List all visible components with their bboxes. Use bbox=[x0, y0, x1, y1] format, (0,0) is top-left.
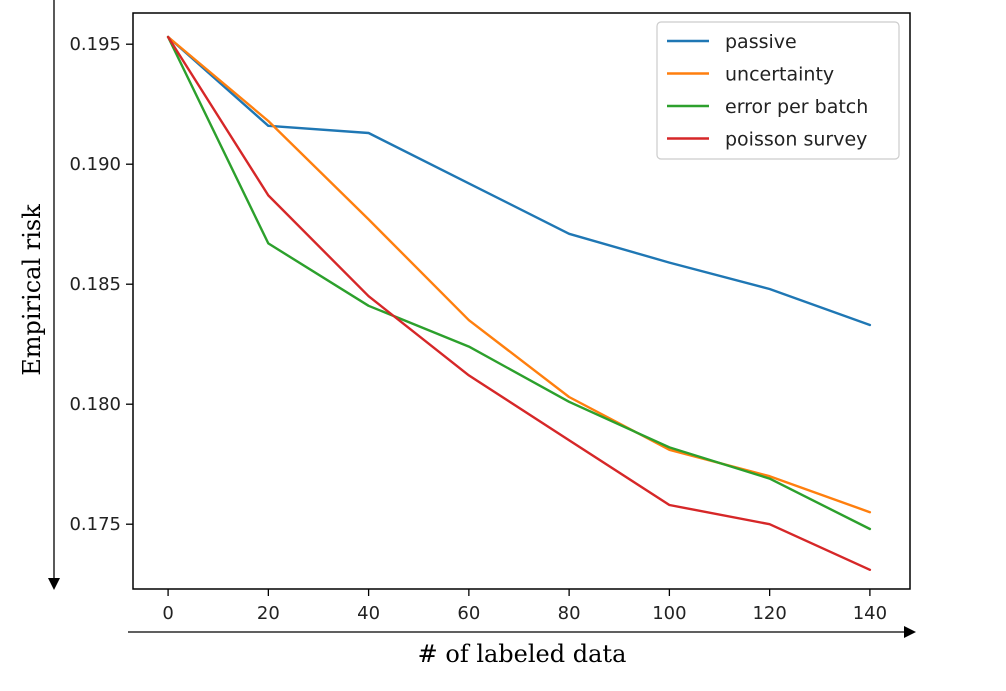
legend-label: error per batch bbox=[725, 96, 868, 118]
x-tick-label: 80 bbox=[558, 603, 581, 624]
legend-label: poisson survey bbox=[725, 129, 867, 151]
legend-label: passive bbox=[725, 31, 797, 53]
y-arrow-head-icon bbox=[48, 578, 60, 590]
x-tick-label: 140 bbox=[853, 603, 887, 624]
y-tick-label: 0.175 bbox=[69, 514, 121, 535]
plot-frame bbox=[132, 12, 911, 590]
series-line-passive bbox=[166, 35, 872, 327]
y-tick-label: 0.190 bbox=[69, 154, 121, 175]
series-line-poisson-survey bbox=[166, 35, 872, 571]
legend-label: uncertainty bbox=[725, 64, 834, 86]
x-axis-label: # of labeled data bbox=[418, 640, 627, 668]
legend-box bbox=[656, 21, 900, 160]
y-tick-label: 0.180 bbox=[69, 394, 121, 415]
x-tick-label: 20 bbox=[257, 603, 280, 624]
x-tick-label: 120 bbox=[752, 603, 786, 624]
y-axis-label: Empirical risk bbox=[18, 204, 46, 376]
y-tick-label: 0.185 bbox=[69, 274, 121, 295]
series-line-error-per-batch bbox=[166, 35, 872, 531]
x-tick-label: 0 bbox=[162, 603, 173, 624]
plot-area bbox=[132, 12, 911, 590]
x-arrow-head-icon bbox=[904, 626, 916, 638]
series-lines bbox=[166, 35, 872, 571]
y-tick-label: 0.195 bbox=[69, 34, 121, 55]
axes-ticks: 0 20 40 60 80 100 120 140 0.175 0.180 0.185 0.190 0.… bbox=[69, 34, 887, 624]
x-tick-label: 100 bbox=[652, 603, 686, 624]
legend: passive uncertainty error per batch poisson… bbox=[656, 21, 900, 160]
x-tick-label: 60 bbox=[457, 603, 480, 624]
axis-labels: # of labeled data Empirical risk bbox=[18, 0, 916, 668]
x-tick-label: 40 bbox=[357, 603, 380, 624]
series-line-uncertainty bbox=[166, 35, 872, 514]
